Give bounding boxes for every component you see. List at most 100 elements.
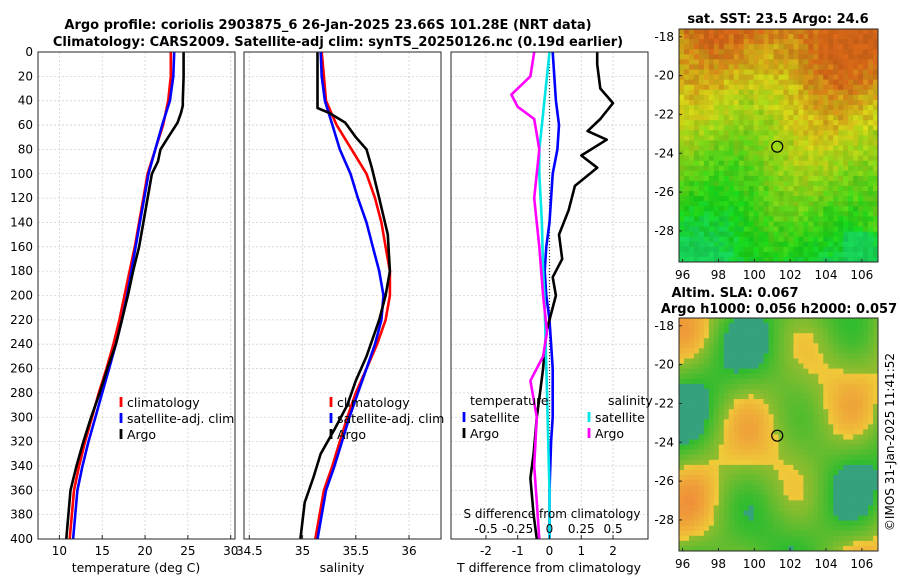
map-cell	[723, 135, 730, 142]
map-cell	[838, 373, 844, 380]
map-cell	[758, 94, 765, 101]
map-cell	[738, 353, 745, 360]
map-cell	[803, 419, 809, 425]
map-cell	[803, 110, 809, 116]
map-cell	[773, 373, 780, 380]
map-cell	[838, 175, 844, 182]
map-cell	[683, 160, 690, 167]
map-cell	[728, 145, 735, 152]
map-cell	[843, 530, 849, 537]
map-frame	[678, 317, 879, 552]
map-cell	[763, 475, 770, 481]
map-cell	[748, 236, 755, 243]
map-cell	[868, 500, 874, 507]
map-cell	[748, 130, 755, 136]
map-cell	[708, 388, 715, 395]
map-cell	[808, 165, 814, 172]
map-cell	[783, 115, 790, 121]
map-cell	[753, 196, 760, 202]
map-cell	[838, 94, 844, 101]
map-cell	[828, 160, 834, 167]
map-cell	[708, 29, 715, 35]
map-cell	[873, 94, 878, 101]
map-cell	[873, 110, 878, 116]
map-cell	[783, 150, 790, 157]
map-cell	[863, 49, 869, 55]
map-cell	[798, 399, 804, 405]
map-cell	[708, 160, 715, 167]
map-cell	[823, 333, 829, 339]
map-cell	[858, 485, 864, 491]
map-cell	[843, 140, 849, 147]
map-cell	[743, 540, 750, 547]
map-cell	[713, 520, 720, 527]
map-cell	[733, 510, 740, 517]
map-cell	[858, 59, 864, 66]
map-cell	[788, 545, 795, 551]
map-cell	[713, 358, 720, 365]
map-cell	[858, 439, 864, 446]
map-cell	[698, 206, 705, 212]
map-cell	[758, 115, 765, 121]
map-cell	[748, 409, 755, 415]
map-cell	[723, 44, 730, 50]
map-cell	[868, 404, 874, 410]
map-cell	[758, 530, 765, 537]
map-cell	[718, 353, 725, 360]
map-cell	[743, 368, 750, 375]
map-cell	[868, 115, 874, 121]
map-cell	[823, 505, 829, 512]
map-cell	[693, 530, 700, 537]
map-cell	[828, 44, 834, 50]
map-cell	[833, 39, 839, 45]
map-cell	[803, 363, 809, 370]
map-cell	[848, 140, 854, 147]
map-cell	[733, 530, 740, 537]
map-cell	[783, 59, 790, 66]
map-cell	[748, 480, 755, 486]
map-cell	[833, 343, 839, 349]
map-cell	[838, 505, 844, 512]
map-cell	[693, 449, 700, 456]
map-cell	[763, 39, 770, 45]
map-cell	[838, 348, 844, 355]
map-cell	[748, 505, 755, 512]
map-cell	[748, 495, 755, 501]
map-cell	[788, 500, 795, 507]
map-cell	[733, 191, 740, 197]
map-cell	[818, 338, 824, 344]
map-cell	[873, 170, 878, 177]
map-cell	[683, 515, 690, 522]
map-cell	[818, 104, 824, 111]
map-cell	[758, 89, 765, 96]
map-cell	[853, 69, 859, 76]
map-cell	[808, 459, 814, 466]
map-cell	[743, 328, 750, 334]
map-cell	[748, 191, 755, 197]
map-cell	[863, 84, 869, 91]
map-cell	[708, 216, 715, 223]
map-cell	[693, 231, 700, 238]
y-tick-label: 120	[10, 191, 33, 205]
map-cell	[858, 49, 864, 55]
map-cell	[713, 216, 720, 223]
map-cell	[733, 515, 740, 522]
map-cell	[868, 485, 874, 491]
map-cell	[698, 378, 705, 385]
map-cell	[693, 186, 700, 192]
map-cell	[873, 454, 878, 461]
map-cell	[768, 348, 775, 355]
map-cell	[783, 94, 790, 101]
map-cell	[873, 459, 878, 466]
map-cell	[793, 135, 799, 142]
map-cell	[758, 99, 765, 106]
map-cell	[853, 429, 859, 436]
map-cell	[793, 165, 799, 172]
map-cell	[723, 520, 730, 527]
map-cell	[683, 439, 690, 446]
map-cell	[718, 74, 725, 81]
map-cell	[848, 449, 854, 456]
map-cell	[723, 94, 730, 101]
map-cell	[733, 39, 740, 45]
map-cell	[863, 226, 869, 233]
